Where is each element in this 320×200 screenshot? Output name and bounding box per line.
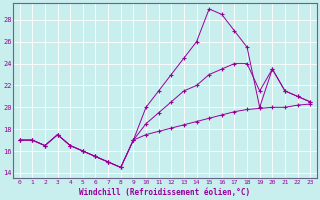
- X-axis label: Windchill (Refroidissement éolien,°C): Windchill (Refroidissement éolien,°C): [79, 188, 251, 197]
